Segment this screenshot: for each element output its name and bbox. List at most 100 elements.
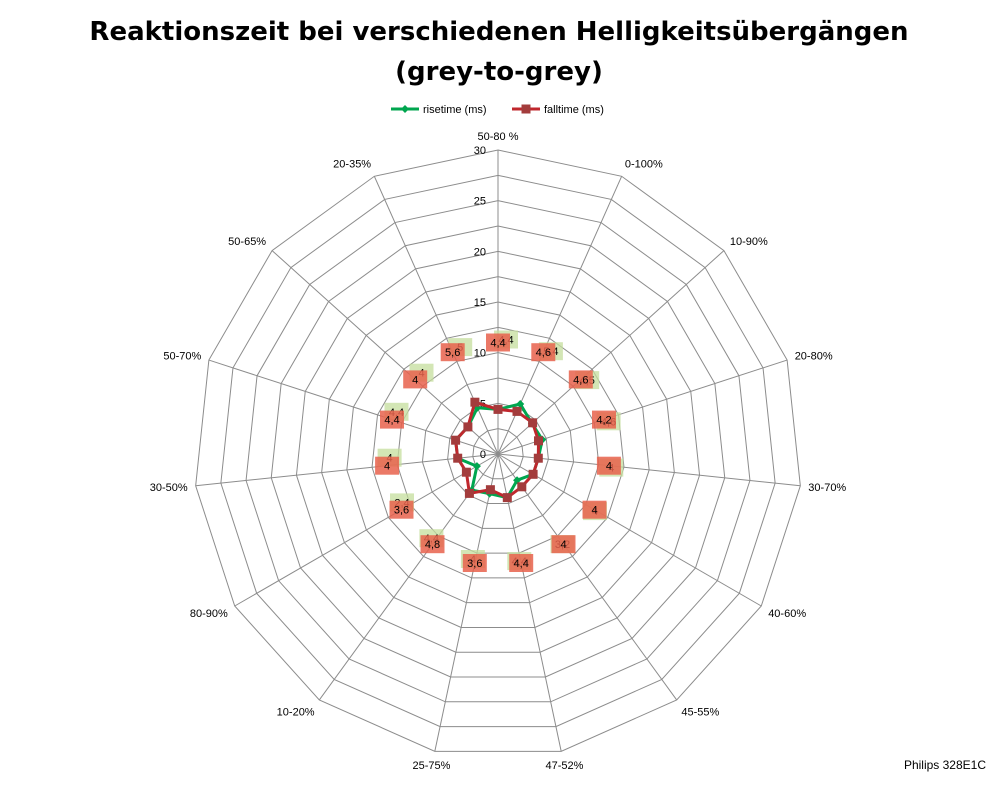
tick-label-10: 10 [474, 348, 486, 360]
data-label-box [486, 333, 510, 352]
point-risetime-ms-80-90 [472, 462, 481, 471]
point-falltime-ms-30-50 [453, 453, 463, 463]
grid-ring [270, 225, 726, 678]
data-label-box [389, 500, 414, 519]
point-falltime-ms-0-100 [512, 406, 522, 416]
category-label-30-70: 30-70% [808, 482, 846, 494]
grid-ring [195, 149, 801, 752]
category-label-25-75: 25-75% [413, 760, 451, 772]
data-label-text: 4,6 [536, 347, 551, 359]
data-label-falltime-ms-80-90: 3,6 [389, 500, 414, 519]
category-label-50-70: 50-70% [163, 351, 201, 363]
category-label-10-90: 10-90% [730, 236, 768, 248]
data-label-text: 4,4 [514, 558, 529, 570]
data-label-box [375, 456, 400, 475]
point-falltime-ms-20-35 [470, 397, 480, 407]
data-label-box [462, 554, 487, 572]
data-label-box [420, 535, 445, 554]
data-label-text: 4 [606, 461, 612, 473]
grid-spoke [497, 453, 678, 701]
data-label-box [440, 343, 465, 362]
data-label-falltime-ms-10-20: 4,8 [420, 535, 445, 554]
category-label-45-55: 45-55% [681, 706, 719, 718]
data-labels-risetime-ms: 4,45,44,54,6443,24,444,42,444,445 [377, 330, 624, 571]
grid-ring [321, 276, 675, 628]
tick-label-0: 0 [480, 449, 486, 461]
data-label-text: 4 [560, 539, 566, 551]
category-label-10-20: 10-20% [277, 706, 315, 718]
data-label-text: 3,6 [394, 505, 409, 517]
data-label-falltime-ms-20-80: 4,2 [592, 410, 616, 429]
data-label-text: 5,6 [445, 347, 460, 359]
data-label-box [403, 370, 428, 389]
grid-spoke [497, 359, 788, 455]
point-falltime-ms-50-70 [451, 435, 461, 445]
category-label-50-65: 50-65% [228, 236, 266, 248]
category-label-40-60: 40-60% [768, 608, 806, 620]
grid-ring [346, 301, 650, 604]
grid-ring [472, 428, 524, 480]
legend-label: falltime (ms) [544, 104, 604, 116]
chart-title-line-1: Reaktionszeit bei verschiedenen Helligke… [89, 17, 909, 47]
grid-spoke [208, 359, 499, 455]
category-label-80-90: 80-90% [190, 608, 228, 620]
legend-marker [401, 105, 409, 113]
data-labels-falltime-ms: 4,4 4,6 4,6 4,2 4 4 4 4,4 3,6 4,8 3,6 4 4,4 4 5,6 [375, 333, 621, 572]
legend-item-falltime-ms: falltime (ms) [512, 104, 604, 116]
data-label-falltime-ms-40-60: 4 [582, 500, 607, 519]
category-label-30-50: 30-50% [150, 482, 188, 494]
data-label-falltime-ms-25-75: 3,6 [462, 554, 487, 572]
data-label-text: 4,4 [490, 338, 505, 350]
data-label-text: 4 [591, 505, 597, 517]
radar-grid [195, 149, 801, 752]
grid-spoke [497, 453, 562, 752]
point-falltime-ms-47-52 [502, 493, 512, 503]
point-falltime-ms-50-80 [493, 404, 503, 414]
grid-ring [421, 377, 575, 529]
point-falltime-ms-50-65 [463, 422, 473, 432]
data-label-falltime-ms-47-52: 4,4 [509, 554, 534, 572]
monitor-model-credit: Philips 328E1C [903, 758, 986, 772]
category-labels: 50-80 % 0-100% 10-90% 20-80% 30-70% 40-60% 45-… [150, 131, 847, 772]
grid-ring [447, 402, 549, 505]
grid-ring [371, 326, 625, 579]
data-label-falltime-ms-45-55: 4 [551, 535, 576, 554]
legend-marker [521, 104, 531, 114]
data-label-box [551, 535, 576, 554]
data-label-text: 4,6 [573, 374, 588, 386]
data-label-falltime-ms-30-70: 4 [596, 456, 621, 475]
tick-label-20: 20 [474, 246, 486, 258]
grid-spoke [234, 453, 499, 607]
data-label-text: 4 [412, 374, 418, 386]
point-falltime-ms-30-70 [533, 453, 543, 463]
point-falltime-ms-45-55 [517, 482, 527, 492]
series-falltime-ms [451, 397, 543, 503]
grid-ring [220, 174, 776, 728]
data-label-falltime-ms-30-50: 4 [375, 456, 400, 475]
grid-spoke [271, 250, 499, 455]
point-falltime-ms-10-20 [464, 488, 474, 498]
tick-label-30: 30 [474, 145, 486, 157]
data-label-box [592, 410, 616, 429]
grid-spoke [497, 453, 801, 487]
grid-ring [295, 250, 701, 653]
data-label-falltime-ms-50-70: 4,4 [380, 410, 404, 429]
data-labels: 4,45,44,54,6443,24,444,42,444,4454,44,64… [375, 330, 624, 572]
data-label-box [509, 554, 534, 572]
series-line-falltime-ms [454, 400, 540, 500]
grid-spoke [497, 453, 762, 607]
data-label-box [531, 343, 556, 362]
category-label-50-80: 50-80 % [478, 131, 519, 143]
grid-ring [245, 200, 751, 703]
data-label-text: 4,8 [425, 539, 440, 551]
data-label-falltime-ms-50-65: 4 [403, 370, 428, 389]
point-falltime-ms-25-75 [485, 485, 495, 495]
tick-label-25: 25 [474, 196, 486, 208]
point-falltime-ms-10-90 [528, 418, 538, 428]
legend: risetime (ms) falltime (ms) [391, 104, 604, 116]
point-falltime-ms-80-90 [461, 467, 471, 477]
series-lines [451, 397, 547, 503]
data-label-text: 3,6 [467, 558, 482, 570]
data-label-box [582, 500, 607, 519]
